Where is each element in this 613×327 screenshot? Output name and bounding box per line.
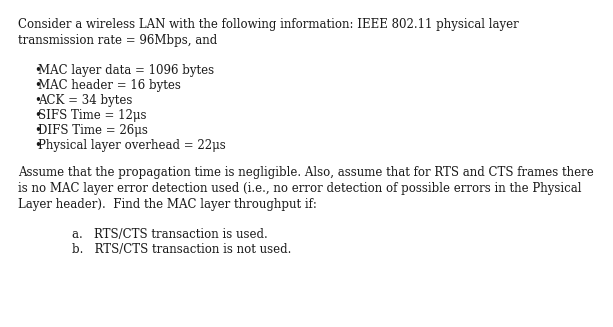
- Text: b.   RTS/CTS transaction is not used.: b. RTS/CTS transaction is not used.: [72, 243, 291, 256]
- Text: Consider a wireless LAN with the following information: IEEE 802.11 physical lay: Consider a wireless LAN with the followi…: [18, 18, 519, 31]
- Text: Assume that the propagation time is negligible. Also, assume that for RTS and CT: Assume that the propagation time is negl…: [18, 166, 594, 179]
- Text: transmission rate = 96Mbps, and: transmission rate = 96Mbps, and: [18, 34, 217, 47]
- Text: Physical layer overhead = 22μs: Physical layer overhead = 22μs: [38, 139, 226, 152]
- Text: •: •: [34, 94, 41, 107]
- Text: Layer header).  Find the MAC layer throughput if:: Layer header). Find the MAC layer throug…: [18, 198, 317, 211]
- Text: DIFS Time = 26μs: DIFS Time = 26μs: [38, 124, 148, 137]
- Text: •: •: [34, 79, 41, 92]
- Text: •: •: [34, 109, 41, 122]
- Text: •: •: [34, 64, 41, 77]
- Text: MAC layer data = 1096 bytes: MAC layer data = 1096 bytes: [38, 64, 214, 77]
- Text: ACK = 34 bytes: ACK = 34 bytes: [38, 94, 132, 107]
- Text: •: •: [34, 139, 41, 152]
- Text: MAC header = 16 bytes: MAC header = 16 bytes: [38, 79, 181, 92]
- Text: SIFS Time = 12μs: SIFS Time = 12μs: [38, 109, 147, 122]
- Text: a.   RTS/CTS transaction is used.: a. RTS/CTS transaction is used.: [72, 228, 268, 241]
- Text: •: •: [34, 124, 41, 137]
- Text: is no MAC layer error detection used (i.e., no error detection of possible error: is no MAC layer error detection used (i.…: [18, 182, 582, 195]
